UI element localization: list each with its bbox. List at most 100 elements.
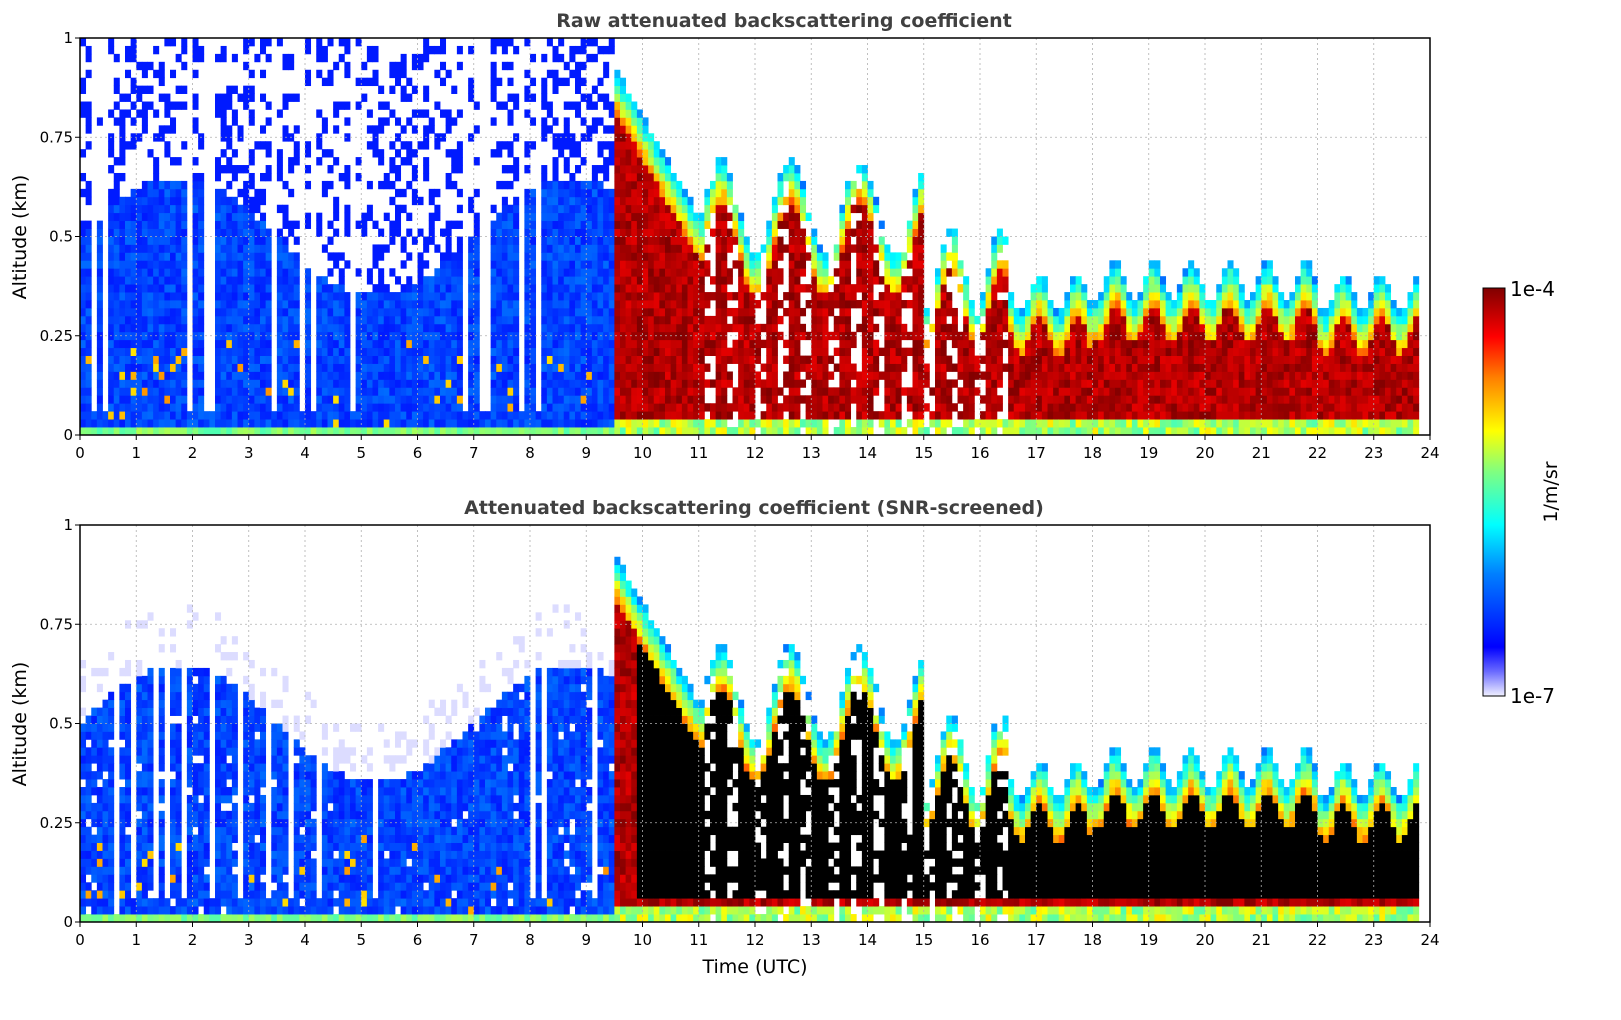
heatmap-cell <box>996 244 1003 253</box>
heatmap-cell <box>321 331 328 341</box>
heatmap-cell <box>141 268 148 277</box>
heatmap-cell <box>473 355 480 364</box>
heatmap-cell <box>501 212 508 222</box>
heatmap-cell <box>597 300 604 309</box>
heatmap-cell <box>490 252 497 261</box>
heatmap-cell <box>620 300 627 309</box>
heatmap-cell <box>1081 427 1088 436</box>
heatmap-cell <box>1103 307 1110 317</box>
heatmap-cell <box>108 379 115 388</box>
heatmap-cell <box>243 387 250 396</box>
heatmap-cell <box>569 252 576 261</box>
heatmap-cell <box>951 268 958 277</box>
heatmap-cell <box>192 355 199 364</box>
heatmap-cell <box>873 355 880 364</box>
heatmap-cell <box>738 284 745 293</box>
heatmap-cell <box>800 307 807 317</box>
heatmap-cell <box>873 411 880 420</box>
heatmap-cell <box>1036 395 1043 404</box>
heatmap-cell <box>215 172 222 182</box>
heatmap-cell <box>164 125 171 134</box>
heatmap-cell <box>811 244 818 253</box>
heatmap-cell <box>1075 379 1082 388</box>
heatmap-cell <box>968 403 975 412</box>
heatmap-cell <box>254 292 261 301</box>
heatmap-cell <box>546 252 553 261</box>
heatmap-cell <box>732 387 739 396</box>
heatmap-cell <box>788 228 795 237</box>
heatmap-cell <box>918 403 925 412</box>
heatmap-cell <box>243 196 250 206</box>
heatmap-cell <box>1019 403 1026 412</box>
heatmap-cell <box>265 331 272 341</box>
heatmap-cell <box>620 331 627 341</box>
heatmap-cell <box>822 419 829 428</box>
heatmap-cell <box>366 53 373 63</box>
heatmap-cell <box>991 268 998 277</box>
heatmap-cell <box>1109 276 1116 285</box>
heatmap-cell <box>1086 355 1093 364</box>
heatmap-cell <box>1126 427 1133 436</box>
heatmap-cell <box>237 236 244 245</box>
heatmap-cell <box>524 371 531 380</box>
heatmap-cell <box>648 292 655 301</box>
heatmap-cell <box>715 292 722 301</box>
heatmap-cell <box>198 180 205 190</box>
heatmap-cell <box>164 260 171 269</box>
heatmap-cell <box>940 300 947 309</box>
heatmap-cell <box>113 307 120 317</box>
heatmap-cell <box>513 323 520 333</box>
heatmap-cell <box>344 323 351 333</box>
heatmap-cell <box>805 236 812 245</box>
heatmap-cell <box>704 331 711 341</box>
heatmap-cell <box>248 212 255 222</box>
heatmap-cell <box>850 180 857 190</box>
heatmap-cell <box>552 292 559 301</box>
heatmap-cell <box>659 220 666 229</box>
heatmap-cell <box>265 363 272 372</box>
heatmap-cell <box>254 427 261 436</box>
heatmap-cell <box>119 276 126 285</box>
heatmap-cell <box>108 45 115 55</box>
heatmap-cell <box>890 395 897 404</box>
heatmap-cell <box>276 268 283 277</box>
heatmap-cell <box>541 228 548 237</box>
heatmap-cell <box>400 300 407 309</box>
heatmap-cell <box>153 315 160 325</box>
heatmap-cell <box>468 339 475 349</box>
heatmap-cell <box>141 379 148 388</box>
heatmap-cell <box>220 347 227 356</box>
heatmap-cell <box>125 53 132 63</box>
heatmap-cell <box>710 292 717 301</box>
heatmap-cell <box>771 411 778 420</box>
heatmap-cell <box>141 300 148 309</box>
heatmap-cell <box>226 395 233 404</box>
heatmap-cell <box>125 268 132 277</box>
heatmap-cell <box>1081 371 1088 380</box>
heatmap-cell <box>513 204 520 214</box>
heatmap-cell <box>845 419 852 428</box>
heatmap-cell <box>485 419 492 428</box>
heatmap-cell <box>631 371 638 380</box>
heatmap-cell <box>575 204 582 214</box>
heatmap-cell <box>580 93 587 102</box>
heatmap-cell <box>237 323 244 333</box>
heatmap-cell <box>434 395 441 404</box>
heatmap-cell <box>276 228 283 237</box>
heatmap-cell <box>552 77 559 87</box>
heatmap-cell <box>440 363 447 372</box>
heatmap-cell <box>1047 363 1054 372</box>
heatmap-cell <box>822 323 829 333</box>
heatmap-cell <box>355 101 362 110</box>
heatmap-cell <box>620 93 627 102</box>
heatmap-cell <box>372 379 379 388</box>
heatmap-cell <box>411 395 418 404</box>
heatmap-cell <box>147 236 154 245</box>
heatmap-cell <box>248 244 255 253</box>
heatmap-cell <box>642 268 649 277</box>
heatmap-cell <box>456 363 463 372</box>
heatmap-cell <box>451 268 458 277</box>
heatmap-cell <box>811 236 818 245</box>
heatmap-cell <box>546 276 553 285</box>
heatmap-cell <box>659 260 666 269</box>
